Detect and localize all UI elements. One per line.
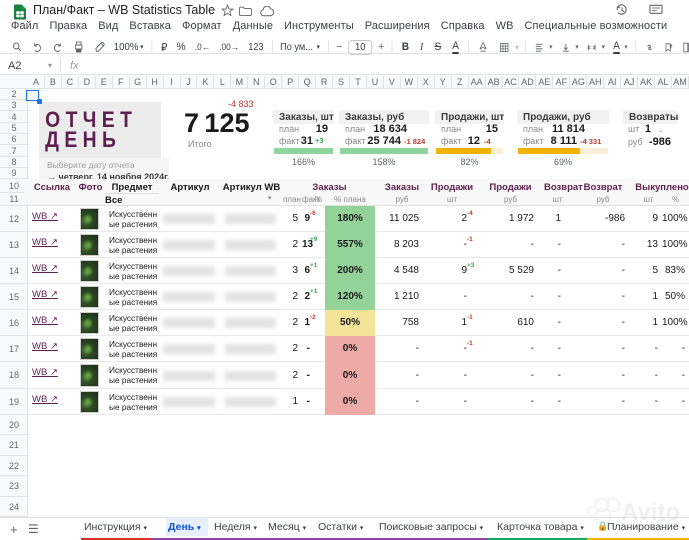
svg-text:Avito: Avito <box>621 499 680 523</box>
